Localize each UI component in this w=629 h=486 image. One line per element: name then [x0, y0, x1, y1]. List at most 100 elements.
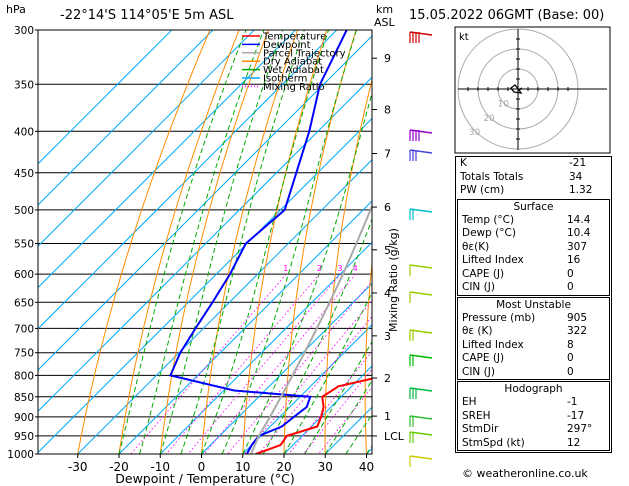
isotherm-line	[38, 30, 214, 206]
wind-barb-staff	[409, 431, 433, 436]
legend-entry: Wet Adiabat	[263, 65, 324, 76]
wet-adiabat-line	[221, 30, 357, 454]
index-value: 34	[569, 170, 583, 183]
wet-adiabat-line	[118, 30, 247, 454]
pressure-tick-label: 950	[14, 431, 34, 443]
surface-row: Dewp (°C) 10.4	[458, 227, 609, 241]
pressure-tick-label: 350	[14, 79, 34, 91]
dry-adiabat-line	[201, 30, 299, 454]
mixing-ratio-line	[165, 273, 321, 454]
wind-barb-staff	[409, 264, 433, 269]
indices-panel: K -21 Totals Totals 34 PW (cm) 1.32 Surface T…	[455, 156, 612, 453]
surface-label: Dewp (°C)	[462, 227, 516, 239]
hodograph-frame	[454, 26, 611, 154]
copyright-footer: © weatheronline.co.uk	[462, 467, 588, 480]
km-tick-label: 7	[384, 147, 391, 160]
wind-barb	[409, 455, 433, 467]
surface-value: 10.4	[567, 227, 591, 239]
pressure-tick-label: 450	[14, 168, 34, 180]
most-unstable-value: 8	[567, 338, 574, 351]
pressure-tick-label: 700	[14, 323, 34, 335]
index-row: K -21	[456, 157, 611, 171]
wet-adiabat-line	[324, 379, 372, 454]
pressure-tick-label: 600	[14, 269, 34, 281]
most-unstable-row: Lifted Index 8	[458, 339, 609, 353]
plot-frame	[37, 29, 373, 455]
wind-barb	[409, 387, 433, 399]
dry-adiabat-line	[118, 30, 240, 454]
temperature-tick-label: 40	[359, 460, 374, 474]
pressure-tick-label: 1000	[7, 449, 34, 461]
most-unstable-value: 322	[567, 325, 588, 337]
pressure-tick-label: 400	[14, 126, 34, 138]
wind-barb-staff	[409, 455, 433, 460]
hodograph-ring-label: 20	[483, 114, 495, 124]
most-unstable-row: CIN (J) 0	[458, 366, 609, 380]
isotherm-line	[118, 200, 372, 454]
dry-adiabat-line	[159, 30, 269, 454]
hodograph-section: Hodograph EH -1 SREH -17 StmDir 297° StmSpd (k…	[457, 381, 610, 451]
surface-label: CIN (J)	[462, 281, 495, 293]
hodograph-row: StmDir 297°	[458, 423, 609, 437]
km-tick-label: 6	[384, 201, 391, 214]
surface-section: Surface Temp (°C) 14.4 Dewp (°C) 10.4 θε(K) 3…	[457, 198, 610, 296]
km-tick-label: 9	[384, 52, 391, 65]
hodograph-unit-label: kt	[459, 32, 469, 43]
hodograph-row: StmSpd (kt) 12	[458, 437, 609, 451]
surface-title: Surface	[513, 200, 554, 213]
most-unstable-row: CAPE (J) 0	[458, 352, 609, 366]
surface-row: Lifted Index 16	[458, 254, 609, 268]
index-label: K	[460, 157, 467, 169]
hodograph-value: 12	[567, 436, 581, 449]
pressure-tick-label: 900	[14, 412, 34, 424]
mixing-ratio-label: 1	[283, 264, 288, 273]
mixing-ratio-line	[303, 368, 372, 454]
pressure-tick-label: 300	[14, 25, 34, 37]
surface-label: Lifted Index	[462, 254, 524, 266]
wet-adiabat-line	[139, 30, 265, 454]
most-unstable-value: 0	[567, 365, 574, 378]
mixing-ratio-label: 4	[353, 264, 358, 273]
surface-value: 0	[567, 267, 574, 280]
dry-adiabat-line	[364, 259, 372, 454]
wind-barb	[409, 31, 433, 43]
most-unstable-label: Pressure (mb)	[462, 311, 536, 324]
mixing-ratio-line	[130, 273, 287, 454]
wind-barb-staff	[409, 329, 433, 334]
km-tick-label: 4	[384, 287, 391, 300]
hodograph-value: -1	[567, 396, 578, 408]
km-tick-label: LCL	[384, 430, 405, 443]
dry-adiabat-line	[614, 30, 629, 454]
km-tick-label: 8	[384, 104, 391, 117]
parcel-trajectory-line	[250, 203, 372, 454]
most-unstable-label: θε (K)	[462, 325, 493, 337]
km-tick-label: 2	[384, 372, 391, 385]
wind-barb	[409, 129, 433, 141]
km-tick-label: 3	[384, 330, 391, 343]
km-tick-label: 1	[384, 410, 391, 423]
mixing-ratio-line	[187, 273, 341, 454]
wind-barb-staff	[409, 387, 433, 392]
datetime-title: 15.05.2022 06GMT (Base: 00)	[409, 8, 605, 23]
legend-entry: Parcel Trajectory	[263, 48, 346, 59]
temperature-tick-label: 20	[276, 460, 291, 474]
hodograph-title: Hodograph	[504, 383, 563, 395]
wind-barb	[409, 291, 433, 303]
mixing-ratio-axis-label: Mixing Ratio (g/kg)	[387, 228, 400, 332]
most-unstable-value: 0	[567, 352, 574, 364]
hodograph-ring-label: 10	[498, 99, 510, 109]
most-unstable-label: CAPE (J)	[462, 352, 505, 364]
index-label: PW (cm)	[460, 184, 505, 196]
temperature-line	[255, 377, 372, 454]
wind-barb-staff	[409, 208, 433, 213]
most-unstable-row: Pressure (mb) 905	[458, 312, 609, 326]
wind-barb	[409, 208, 433, 220]
most-unstable-section: Most Unstable Pressure (mb) 905 θε (K) 322 L…	[457, 296, 610, 380]
wet-adiabat-line	[262, 217, 372, 454]
isotherm-line	[38, 35, 372, 371]
asl-axis-label: ASL	[374, 16, 395, 29]
legend-entry: Mixing Ratio	[263, 82, 325, 93]
most-unstable-title: Most Unstable	[496, 298, 571, 311]
isotherm-line	[38, 76, 372, 412]
wet-adiabat-line	[201, 30, 329, 454]
